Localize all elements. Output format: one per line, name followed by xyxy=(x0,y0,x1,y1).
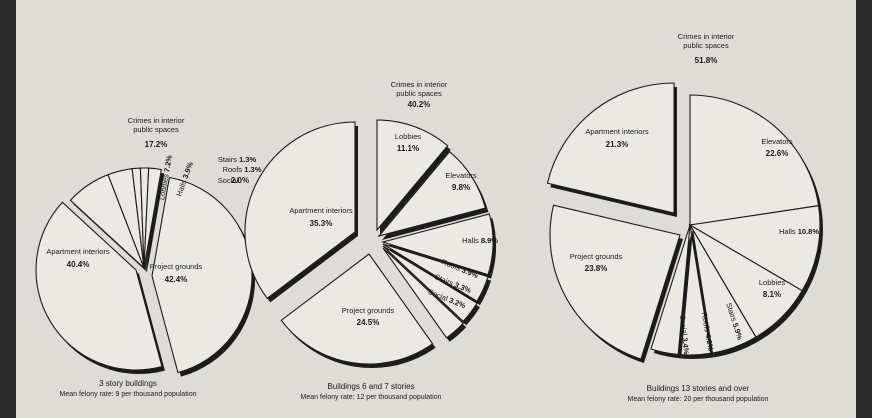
interior-crimes-label: Crimes in interior xyxy=(391,80,448,89)
slice-name-social: Social xyxy=(218,176,239,185)
slice-apartment-interiors xyxy=(546,82,675,214)
slice-name-apartment-interiors: Apartment interiors xyxy=(46,247,110,256)
slice-value-lobbies: 8.1% xyxy=(763,290,781,299)
slice-elevators xyxy=(377,150,487,237)
slice-value-elevators: 9.8% xyxy=(452,183,470,192)
slice-project-grounds xyxy=(280,253,434,365)
slice-value-social: 2.0% xyxy=(231,176,249,185)
slice-name-elevators: Elevators xyxy=(445,171,477,180)
interior-crimes-label: public spaces xyxy=(133,125,179,134)
caption-13-plus-stories: Buildings 13 stories and over xyxy=(647,384,750,393)
slice-value-project-grounds: 23.8% xyxy=(585,264,608,273)
slice-value-project-grounds: 24.5% xyxy=(357,318,380,327)
slice-name-elevators: Elevators xyxy=(761,137,793,146)
caption-3-story: 3 story buildings xyxy=(99,379,157,388)
slice-label-roofs: Roofs 1.3% xyxy=(223,165,262,174)
slice-halls xyxy=(381,213,494,276)
slice-name-project-grounds: Project grounds xyxy=(342,306,395,315)
slice-project-grounds xyxy=(549,204,681,360)
interior-crimes-label: Crimes in interior xyxy=(678,32,735,41)
interior-crimes-label: Crimes in interior xyxy=(128,116,185,125)
slice-label-stairs: Stairs 1.3% xyxy=(218,155,257,164)
caption-6-7-stories: Buildings 6 and 7 stories xyxy=(327,382,414,391)
slice-name-apartment-interiors: Apartment interiors xyxy=(289,206,353,215)
interior-crimes-value: 17.2% xyxy=(145,140,168,149)
subcaption-3-story: Mean felony rate: 9 per thousand populat… xyxy=(60,391,197,398)
scanned-page: Crimes in interior public spaces 17.2% Proj… xyxy=(16,0,856,418)
interior-crimes-value: 51.8% xyxy=(695,56,718,65)
slice-value-apartment-interiors: 21.3% xyxy=(606,140,629,149)
slice-label-roofs: Roofs 4.0% xyxy=(700,312,716,352)
slice-name-project-grounds: Project grounds xyxy=(150,262,203,271)
slice-apartment-interiors xyxy=(35,201,163,371)
slice-label-halls: Halls 10.8% xyxy=(779,227,819,236)
slice-apartment-interiors xyxy=(244,121,356,300)
slice-social xyxy=(382,247,464,339)
slice-value-elevators: 22.6% xyxy=(766,149,789,158)
slice-social xyxy=(143,167,163,269)
slice-value-lobbies: 11.1% xyxy=(397,144,419,153)
slice-social xyxy=(650,224,691,356)
slice-label-halls: Halls 8.9% xyxy=(462,236,498,245)
slice-value-apartment-interiors: 40.4% xyxy=(67,260,90,269)
slice-stairs xyxy=(382,245,478,323)
slice-label-social: Social 3.4% xyxy=(678,315,691,356)
slice-halls xyxy=(688,205,821,292)
slice-roofs xyxy=(382,243,489,302)
subcaption-13-plus-stories: Mean felony rate: 20 per thousand popula… xyxy=(628,396,769,403)
interior-crimes-label: public spaces xyxy=(396,89,442,98)
slice-value-apartment-interiors: 35.3% xyxy=(310,219,333,228)
slice-name-lobbies: Lobbies xyxy=(395,132,422,141)
slice-name-project-grounds: Project grounds xyxy=(570,252,623,261)
subcaption-6-7-stories: Mean felony rate: 12 per thousand popula… xyxy=(301,394,442,401)
slice-name-lobbies: Lobbies xyxy=(759,278,786,287)
interior-crimes-value: 40.2% xyxy=(408,100,431,109)
slice-value-project-grounds: 42.4% xyxy=(165,275,188,284)
slice-name-apartment-interiors: Apartment interiors xyxy=(585,127,649,136)
interior-crimes-label: public spaces xyxy=(683,41,729,50)
slice-elevators xyxy=(689,94,820,226)
slice-lobbies xyxy=(376,119,449,232)
